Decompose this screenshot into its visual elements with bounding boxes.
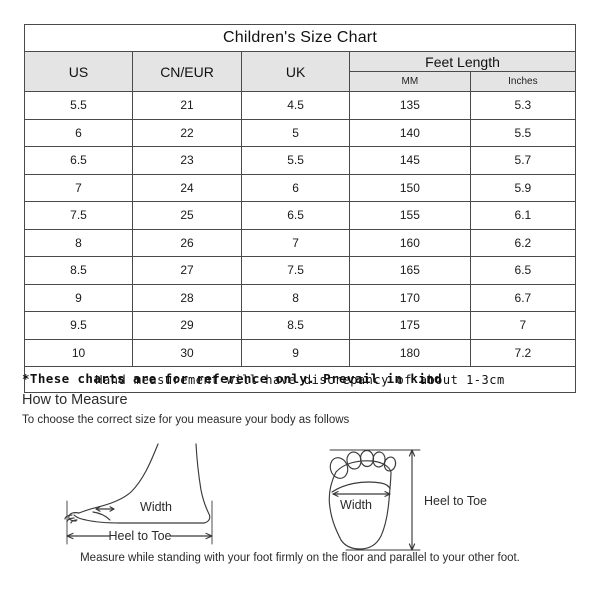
cell-cn-eur: 23 [131,146,243,175]
cell-mm: 145 [349,146,471,175]
column-header-uk: UK [241,51,351,92]
table-row: 10 30 9 180 7.2 [24,338,577,367]
foot-top-view-icon [328,449,397,550]
cell-cn-eur: 25 [131,201,243,230]
cell-mm: 180 [349,338,471,367]
column-header-cn-eur: CN/EUR [131,51,243,92]
cell-inches: 5.9 [469,173,577,202]
cell-uk: 5 [241,118,351,147]
cell-mm: 150 [349,173,471,202]
cell-us: 6.5 [24,146,133,175]
cell-uk: 4.5 [241,91,351,120]
cell-uk: 7 [241,228,351,257]
cell-us: 7 [24,173,133,202]
cell-uk: 5.5 [241,146,351,175]
measurement-diagrams: Width Heel to Toe Width Heel to Toe [0,432,600,552]
table-footer-note-row: Hand measurement will have discrepancy o… [24,366,576,393]
cell-inches: 6.2 [469,228,577,257]
table-row: 6 22 5 140 5.5 [24,118,577,147]
cell-us: 8 [24,228,133,257]
cell-inches: 6.5 [469,256,577,285]
reference-only-note: *These charts are for reference only. Pr… [22,371,443,386]
table-head: Children's Size Chart US CN/EUR UK Feet … [24,24,577,92]
column-header-mm: MM [349,71,471,92]
top-view-width-label-bg [334,498,378,512]
table-row: 7.5 25 6.5 155 6.1 [24,201,577,230]
column-header-feet-length: Feet Length [349,51,576,72]
top-view-heel-to-toe-label: Heel to Toe [424,494,487,508]
table-title-row: Children's Size Chart [24,24,576,52]
cell-cn-eur: 29 [131,311,243,340]
side-view-heel-to-toe-dimension [66,500,213,545]
cell-uk: 6 [241,173,351,202]
table-body: 5.5 21 4.5 135 5.3 6 22 5 140 5.5 6.5 23 5.5 145 5.7 7 2… [24,91,577,367]
top-view-width-arrow [332,491,391,497]
table-foot: Hand measurement will have discrepancy o… [24,366,576,393]
cell-us: 7.5 [24,201,133,230]
cell-us: 9.5 [24,311,133,340]
cell-uk: 6.5 [241,201,351,230]
cell-us: 6 [24,118,133,147]
side-view-width-label-bg [134,500,178,514]
cell-mm: 170 [349,283,471,312]
cell-cn-eur: 30 [131,338,243,367]
size-chart-table: Children's Size Chart US CN/EUR UK Feet … [24,24,577,393]
cell-cn-eur: 27 [131,256,243,285]
cell-mm: 165 [349,256,471,285]
table-row: 9 28 8 170 6.7 [24,283,577,312]
top-view-width-label: Width [340,498,372,512]
cell-inches: 5.3 [469,91,577,120]
measure-instruction-caption: Measure while standing with your foot fi… [80,552,520,564]
cell-uk: 9 [241,338,351,367]
cell-inches: 5.5 [469,118,577,147]
column-header-us: US [24,51,133,92]
cell-uk: 7.5 [241,256,351,285]
size-chart-table-container: Children's Size Chart US CN/EUR UK Feet … [24,24,577,393]
page-title: Children's Size Chart [24,24,576,52]
table-row: 8 26 7 160 6.2 [24,228,577,257]
cell-inches: 5.7 [469,146,577,175]
cell-mm: 155 [349,201,471,230]
cell-inches: 7 [469,311,577,340]
cell-inches: 6.7 [469,283,577,312]
table-row: 5.5 21 4.5 135 5.3 [24,91,577,120]
table-row: 9.5 29 8.5 175 7 [24,311,577,340]
side-view-width-label: Width [140,500,172,514]
cell-inches: 6.1 [469,201,577,230]
how-to-measure-subtitle: To choose the correct size for you measu… [22,414,350,426]
cell-mm: 160 [349,228,471,257]
cell-cn-eur: 24 [131,173,243,202]
side-view-heel-to-toe-label-bg [110,529,170,543]
cell-us: 5.5 [24,91,133,120]
cell-uk: 8.5 [241,311,351,340]
cell-uk: 8 [241,283,351,312]
table-header-row-sub: MM Inches [25,71,577,92]
column-header-inches: Inches [469,71,577,92]
cell-cn-eur: 26 [131,228,243,257]
how-to-measure-title: How to Measure [22,392,128,408]
cell-inches: 7.2 [469,338,577,367]
top-view-heel-to-toe-dimension [329,449,421,551]
cell-cn-eur: 21 [131,91,243,120]
side-view-heel-to-toe-label: Heel to Toe [108,529,171,543]
cell-us: 10 [24,338,133,367]
cell-us: 9 [24,283,133,312]
cell-cn-eur: 22 [131,118,243,147]
cell-cn-eur: 28 [131,283,243,312]
diagrams-svg: Width Heel to Toe Width Heel to Toe [64,443,487,551]
cell-mm: 175 [349,311,471,340]
table-row: 6.5 23 5.5 145 5.7 [24,146,577,175]
table-header-row-main: US CN/EUR UK Feet Length [24,51,576,92]
cell-mm: 140 [349,118,471,147]
table-row: 8.5 27 7.5 165 6.5 [24,256,577,285]
side-view-width-arrow [95,506,115,512]
table-row: 7 24 6 150 5.9 [24,173,577,202]
cell-us: 8.5 [24,256,133,285]
hand-measurement-note: Hand measurement will have discrepancy o… [24,366,576,393]
cell-mm: 135 [349,91,471,120]
